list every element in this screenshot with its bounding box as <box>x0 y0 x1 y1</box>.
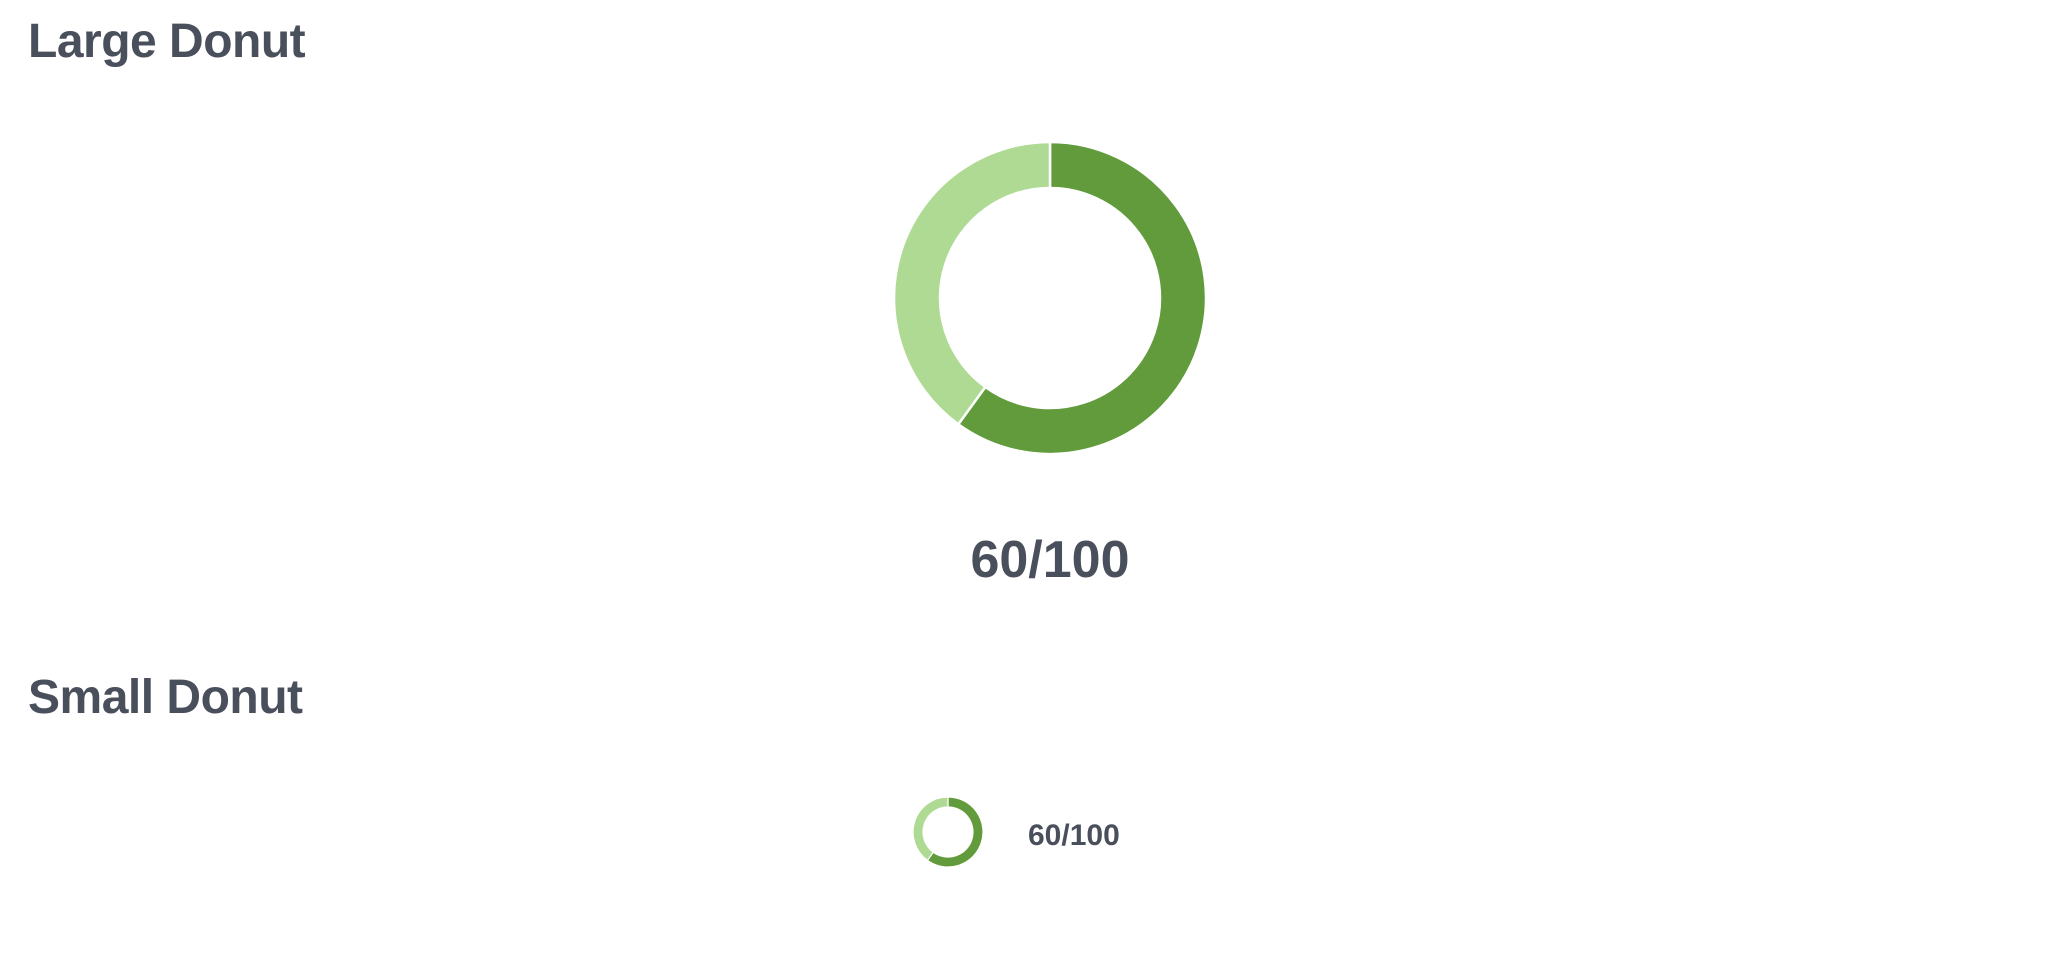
large-donut-score-label: 60/100 <box>970 531 1130 589</box>
large-donut-chart <box>893 141 1207 455</box>
large-donut-title: Large Donut <box>28 15 306 68</box>
large-donut-slice-remaining <box>893 141 1052 426</box>
large-donut-slice-score <box>956 141 1207 455</box>
small-donut-slice-remaining <box>912 796 949 862</box>
small-donut-title: Small Donut <box>28 671 303 724</box>
small-donut-score-label: 60/100 <box>1028 819 1120 852</box>
small-donut-svg <box>912 796 984 868</box>
small-donut-chart <box>912 796 984 868</box>
large-donut-svg <box>893 141 1207 455</box>
